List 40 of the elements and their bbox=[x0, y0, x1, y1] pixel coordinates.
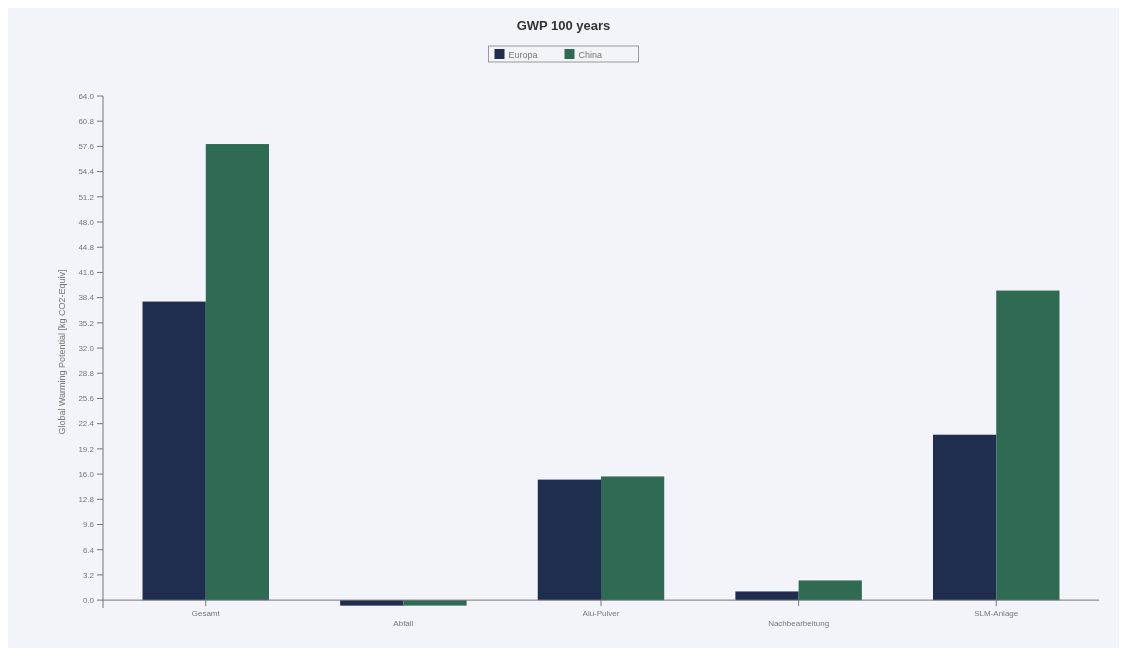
y-tick-label: 12.8 bbox=[78, 495, 95, 505]
x-tick-label: Gesamt bbox=[191, 609, 221, 619]
y-axis-title: Global Warming Potential [kg CO2-Equiv] bbox=[57, 269, 67, 435]
y-tick-label: 57.6 bbox=[78, 142, 95, 152]
x-tick-label: Nachbearbeitung bbox=[768, 619, 830, 629]
y-tick-label: 48.0 bbox=[78, 217, 95, 227]
x-tick-label: SLM-Anlage bbox=[974, 609, 1019, 619]
y-tick-label: 32.0 bbox=[78, 343, 95, 353]
y-tick-label: 41.6 bbox=[78, 268, 95, 278]
bar bbox=[735, 591, 799, 601]
y-tick-label: 28.8 bbox=[78, 369, 95, 379]
y-tick-label: 54.4 bbox=[78, 167, 95, 177]
bar bbox=[933, 434, 997, 601]
y-tick-label: 3.2 bbox=[82, 570, 95, 580]
y-tick-label: 9.6 bbox=[82, 520, 95, 530]
y-tick-label: 25.6 bbox=[78, 394, 95, 404]
bar bbox=[601, 476, 665, 601]
y-tick-label: 44.8 bbox=[78, 243, 95, 253]
bar bbox=[996, 290, 1060, 601]
y-tick-label: 35.2 bbox=[78, 318, 95, 328]
chart-title: GWP 100 years bbox=[516, 18, 611, 33]
y-tick-label: 0.0 bbox=[82, 595, 95, 605]
y-tick-label: 16.0 bbox=[78, 469, 95, 479]
y-tick-label: 60.8 bbox=[78, 117, 95, 127]
y-tick-label: 38.4 bbox=[78, 293, 95, 303]
y-tick-label: 64.0 bbox=[78, 91, 95, 101]
bar bbox=[798, 580, 862, 601]
bar bbox=[403, 600, 467, 606]
legend-label: China bbox=[578, 50, 603, 60]
y-tick-label: 19.2 bbox=[78, 444, 95, 454]
bar bbox=[205, 144, 269, 601]
y-tick-label: 51.2 bbox=[78, 192, 95, 202]
bar bbox=[340, 600, 404, 606]
y-tick-label: 22.4 bbox=[78, 419, 95, 429]
x-tick-label: Abfall bbox=[393, 619, 414, 629]
bar bbox=[142, 301, 206, 601]
legend-label: Europa bbox=[508, 50, 538, 60]
bar bbox=[537, 479, 601, 601]
x-tick-label: Alu-Pulver bbox=[582, 609, 620, 619]
y-tick-label: 6.4 bbox=[82, 545, 95, 555]
